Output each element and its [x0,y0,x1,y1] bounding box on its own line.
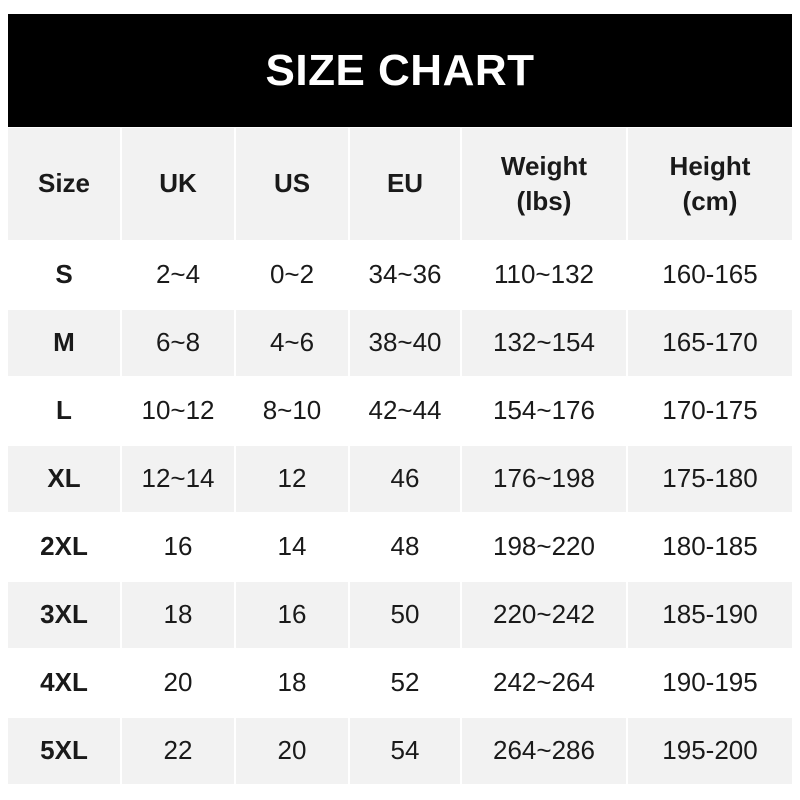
table-cell: 264~286 [462,718,626,784]
size-label-cell: 5XL [8,718,120,784]
table-cell: 176~198 [462,446,626,512]
table-cell: 38~40 [350,310,460,376]
size-chart-title: SIZE CHART [8,14,792,127]
table-cell: 12~14 [122,446,234,512]
table-cell: 154~176 [462,378,626,444]
table-cell: 220~242 [462,582,626,648]
table-cell: 54 [350,718,460,784]
table-cell: 190-195 [628,650,792,716]
table-cell: 16 [122,514,234,580]
table-cell: 20 [236,718,348,784]
table-cell: 52 [350,650,460,716]
size-label-cell: L [8,378,120,444]
size-label-cell: M [8,310,120,376]
table-cell: 14 [236,514,348,580]
table-cell: 46 [350,446,460,512]
column-header: Size [8,128,120,240]
table-cell: 198~220 [462,514,626,580]
column-header: Height (cm) [628,128,792,240]
table-cell: 16 [236,582,348,648]
table-cell: 18 [236,650,348,716]
table-cell: 18 [122,582,234,648]
column-header: UK [122,128,234,240]
size-label-cell: 4XL [8,650,120,716]
table-cell: 175-180 [628,446,792,512]
table-cell: 10~12 [122,378,234,444]
table-cell: 50 [350,582,460,648]
table-cell: 110~132 [462,242,626,308]
column-header: Weight (lbs) [462,128,626,240]
table-cell: 48 [350,514,460,580]
table-cell: 195-200 [628,718,792,784]
table-cell: 12 [236,446,348,512]
size-chart-table: Size UK US EU Weight (lbs) Height (cm) S 2~4 0~2… [8,128,792,784]
table-cell: 185-190 [628,582,792,648]
table-cell: 4~6 [236,310,348,376]
table-cell: 2~4 [122,242,234,308]
column-header: US [236,128,348,240]
table-cell: 20 [122,650,234,716]
table-cell: 22 [122,718,234,784]
size-label-cell: 2XL [8,514,120,580]
table-cell: 132~154 [462,310,626,376]
size-label-cell: XL [8,446,120,512]
table-cell: 34~36 [350,242,460,308]
column-header: EU [350,128,460,240]
table-cell: 160-165 [628,242,792,308]
table-cell: 165-170 [628,310,792,376]
table-cell: 170-175 [628,378,792,444]
size-label-cell: 3XL [8,582,120,648]
size-label-cell: S [8,242,120,308]
table-cell: 180-185 [628,514,792,580]
table-cell: 242~264 [462,650,626,716]
table-cell: 8~10 [236,378,348,444]
table-cell: 6~8 [122,310,234,376]
table-cell: 0~2 [236,242,348,308]
table-cell: 42~44 [350,378,460,444]
